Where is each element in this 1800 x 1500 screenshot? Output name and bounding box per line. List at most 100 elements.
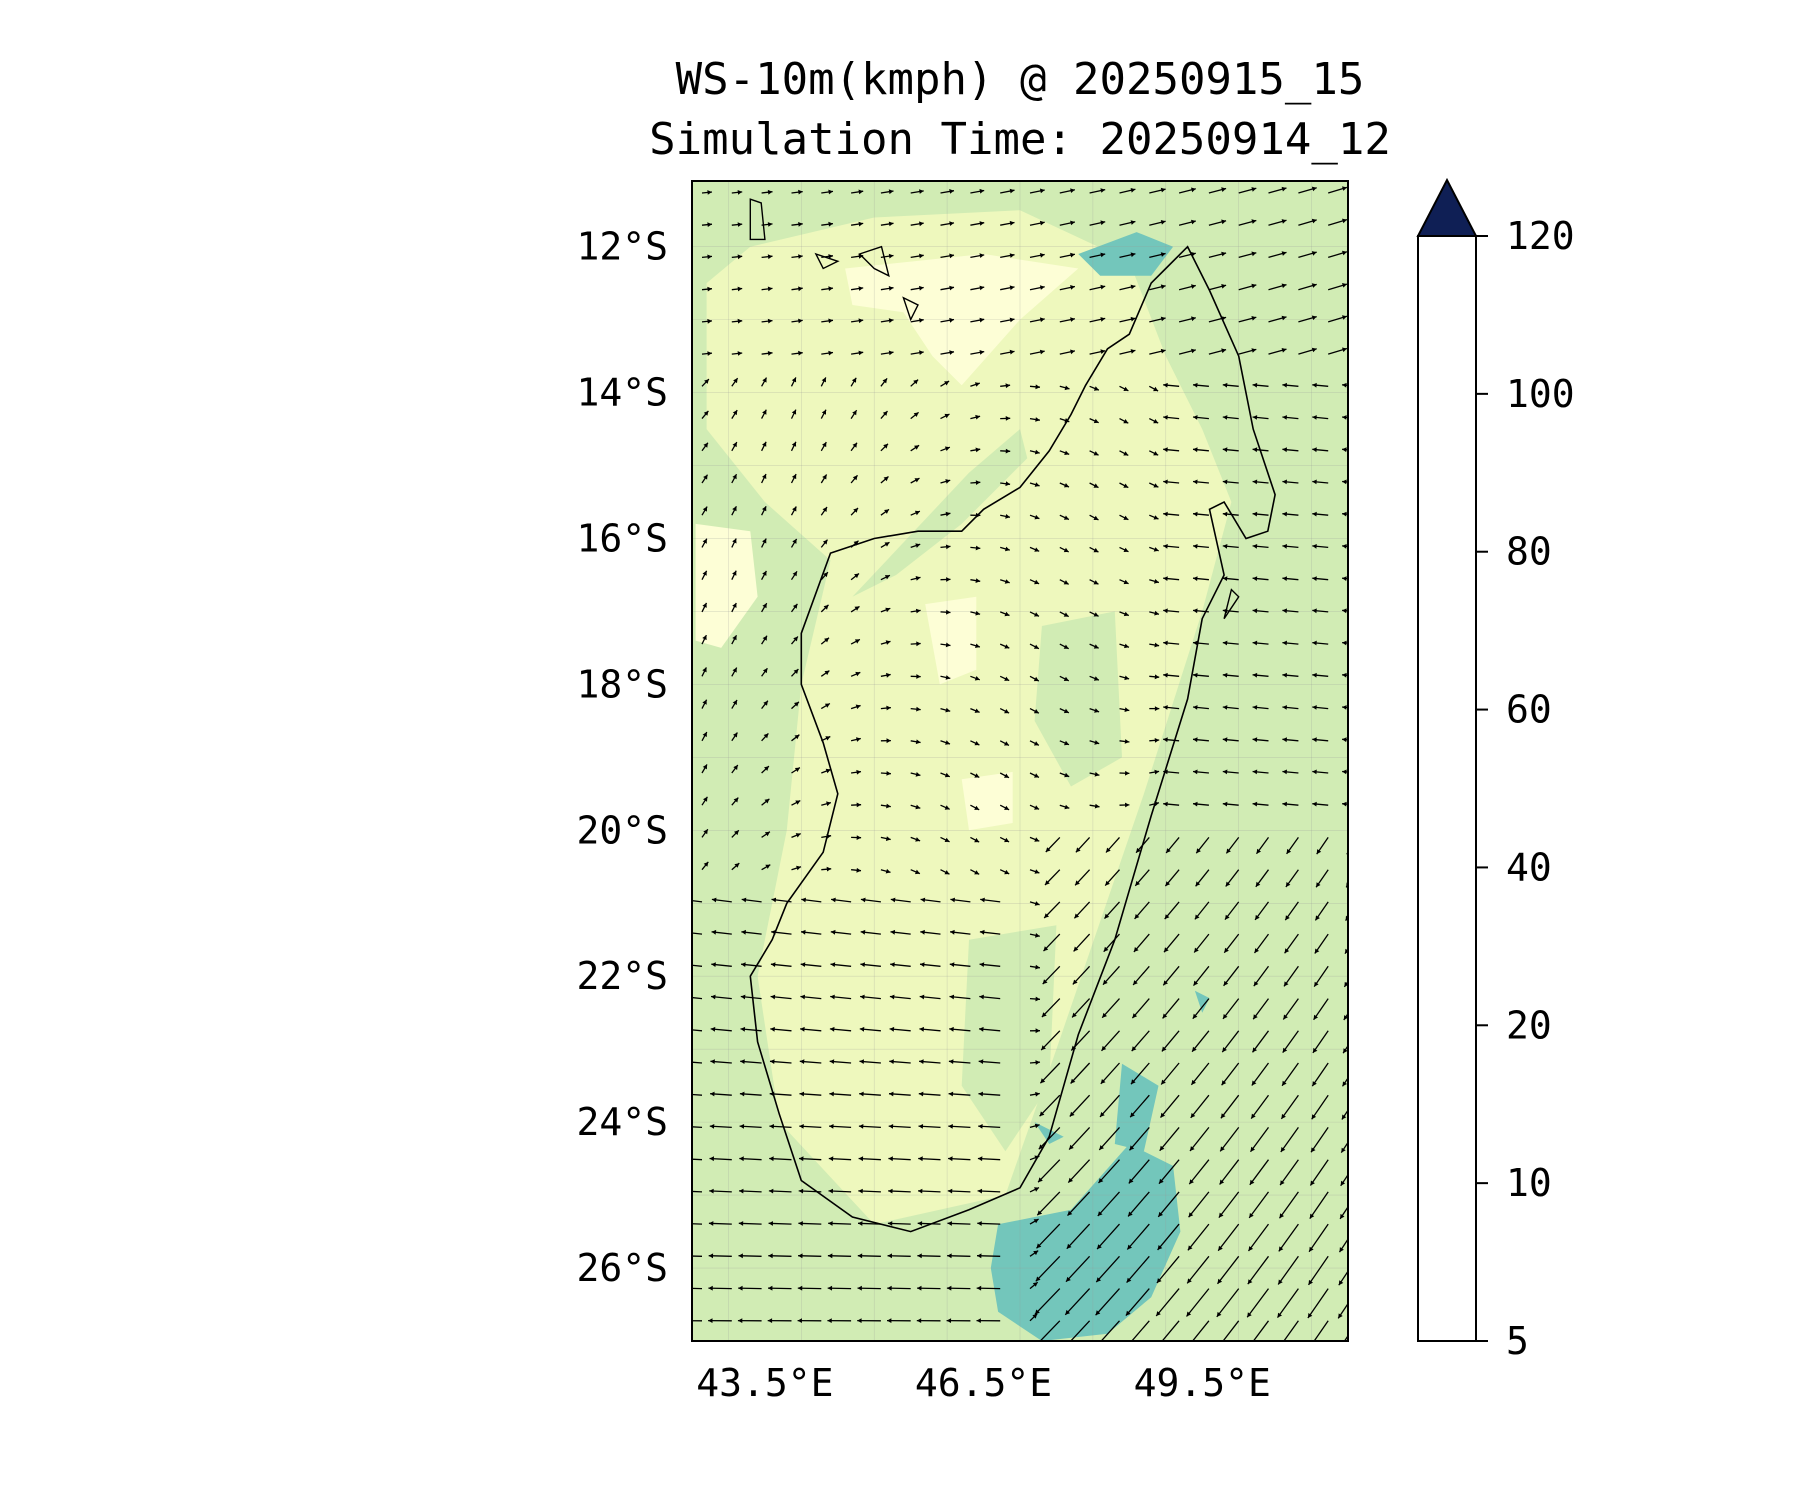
wind-arrow-shaft bbox=[1039, 1320, 1061, 1341]
wind-arrow-head bbox=[1123, 579, 1129, 585]
wind-arrow-head bbox=[1160, 252, 1166, 257]
wind-arrow-head bbox=[794, 701, 799, 707]
wind-arrow-shaft bbox=[1309, 1159, 1329, 1186]
wind-arrow-head bbox=[1282, 479, 1287, 485]
wind-arrow-head bbox=[1312, 415, 1317, 420]
wind-arrow-head bbox=[950, 897, 955, 903]
wind-arrow-head bbox=[1160, 220, 1166, 225]
wind-arrow-head bbox=[1193, 511, 1198, 517]
wind-arrow-head bbox=[1034, 514, 1040, 520]
wind-speed-zone-5-10-4 bbox=[961, 771, 1013, 831]
wind-arrow-head bbox=[1009, 253, 1015, 258]
wind-arrow-head bbox=[737, 222, 743, 227]
wind-arrow-head bbox=[979, 962, 985, 967]
wind-arrow-head bbox=[919, 221, 924, 227]
wind-speed-zone-10-20-0 bbox=[706, 210, 1232, 1225]
wind-arrow-head bbox=[801, 897, 806, 903]
wind-arrow-head bbox=[791, 474, 797, 480]
wind-arrow-shaft bbox=[1338, 1270, 1348, 1286]
wind-arrow-shaft bbox=[1064, 1353, 1090, 1381]
wind-arrow-head bbox=[1066, 1276, 1071, 1282]
wind-arrow-head bbox=[974, 708, 980, 713]
wind-arrow-shaft bbox=[1220, 1094, 1240, 1119]
wind-arrow-shaft bbox=[1068, 1126, 1091, 1151]
wind-arrow-head bbox=[828, 1221, 833, 1226]
wind-arrow-head bbox=[703, 796, 708, 802]
wind-arrow-shaft bbox=[692, 1158, 703, 1161]
wind-arrow-head bbox=[859, 1026, 865, 1032]
wind-arrow-shaft bbox=[692, 1061, 703, 1064]
wind-arrow-head bbox=[917, 1351, 921, 1356]
wind-arrow-shaft bbox=[1098, 1126, 1120, 1151]
wind-arrow-head bbox=[1341, 1114, 1347, 1120]
wind-arrow-head bbox=[1222, 769, 1228, 775]
longitude-tick-label: 46.5°E bbox=[915, 1361, 1052, 1405]
wind-arrow-head bbox=[915, 739, 921, 745]
wind-arrow-head bbox=[1253, 1014, 1258, 1020]
wind-arrow-head bbox=[710, 1091, 715, 1097]
wind-arrow-head bbox=[681, 1059, 686, 1064]
wind-arrow-head bbox=[888, 350, 894, 356]
wind-arrow-head bbox=[737, 190, 743, 195]
wind-arrow-head bbox=[762, 409, 767, 415]
wind-arrow-shaft bbox=[1070, 1062, 1091, 1084]
latitude-tick-label: 18°S bbox=[576, 662, 668, 706]
wind-arrow-head bbox=[1093, 386, 1099, 391]
wind-arrow-head bbox=[1372, 315, 1377, 320]
wind-arrow-head bbox=[1312, 447, 1317, 453]
wind-arrow-head bbox=[791, 409, 797, 415]
wind-arrow-shaft bbox=[1338, 1238, 1348, 1253]
wind-arrow-head bbox=[1156, 1311, 1161, 1316]
wind-arrow-head bbox=[1249, 1179, 1255, 1185]
wind-arrow-head bbox=[858, 1221, 863, 1226]
wind-arrow-head bbox=[919, 285, 924, 291]
wind-arrow-head bbox=[1100, 317, 1106, 322]
wind-arrow-head bbox=[1130, 349, 1136, 354]
wind-arrow-head bbox=[887, 1285, 892, 1291]
wind-arrow-head bbox=[1222, 511, 1228, 517]
wind-arrow-head bbox=[1342, 737, 1347, 743]
wind-arrow-head bbox=[1094, 740, 1100, 745]
wind-arrow-head bbox=[884, 575, 890, 580]
wind-arrow-head bbox=[1034, 1343, 1039, 1348]
wind-arrow-head bbox=[771, 897, 777, 903]
wind-arrow-head bbox=[1225, 914, 1230, 920]
wind-arrow-head bbox=[737, 318, 743, 324]
wind-arrow-head bbox=[1153, 483, 1159, 488]
wind-arrow-head bbox=[918, 1188, 923, 1194]
wind-arrow-head bbox=[1159, 1178, 1164, 1184]
wind-arrow-shaft bbox=[1307, 1255, 1329, 1286]
wind-arrow-head bbox=[1096, 1277, 1101, 1283]
wind-arrow-head bbox=[860, 994, 865, 1000]
wind-arrow-shaft bbox=[1251, 1062, 1270, 1086]
wind-arrow-head bbox=[1068, 1177, 1073, 1183]
longitude-tick-label: 49.5°E bbox=[1134, 1361, 1271, 1405]
wind-arrow-head bbox=[1100, 349, 1106, 354]
wind-arrow-head bbox=[949, 221, 954, 226]
wind-arrow-head bbox=[915, 576, 921, 581]
wind-arrow-head bbox=[977, 1253, 982, 1259]
wind-arrow-head bbox=[975, 610, 981, 616]
wind-arrow-head bbox=[798, 1221, 803, 1226]
wind-arrow-head bbox=[1191, 187, 1196, 193]
wind-arrow-shaft bbox=[1128, 1159, 1150, 1184]
wind-arrow-head bbox=[1344, 981, 1348, 987]
wind-arrow-head bbox=[1342, 218, 1347, 224]
wind-arrow-head bbox=[1342, 415, 1347, 420]
wind-arrow-head bbox=[858, 350, 864, 356]
wind-arrow-head bbox=[1312, 479, 1317, 485]
wind-arrow-head bbox=[829, 1091, 834, 1097]
wind-arrow-head bbox=[1070, 285, 1075, 290]
wind-arrow-head bbox=[737, 1318, 743, 1323]
wind-arrow-head bbox=[1311, 347, 1317, 353]
wind-arrow-head bbox=[914, 445, 920, 450]
wind-arrow-head bbox=[1193, 608, 1198, 614]
wind-arrow-head bbox=[882, 411, 888, 416]
wind-arrow-head bbox=[828, 254, 833, 259]
wind-arrow-shaft bbox=[692, 996, 703, 1000]
wind-arrow-shaft bbox=[1097, 1191, 1120, 1217]
wind-arrow-head bbox=[1154, 706, 1160, 711]
colorbar-tick-label: 120 bbox=[1506, 214, 1575, 258]
wind-arrow-shaft bbox=[1067, 1159, 1091, 1184]
wind-arrow-head bbox=[796, 865, 801, 871]
